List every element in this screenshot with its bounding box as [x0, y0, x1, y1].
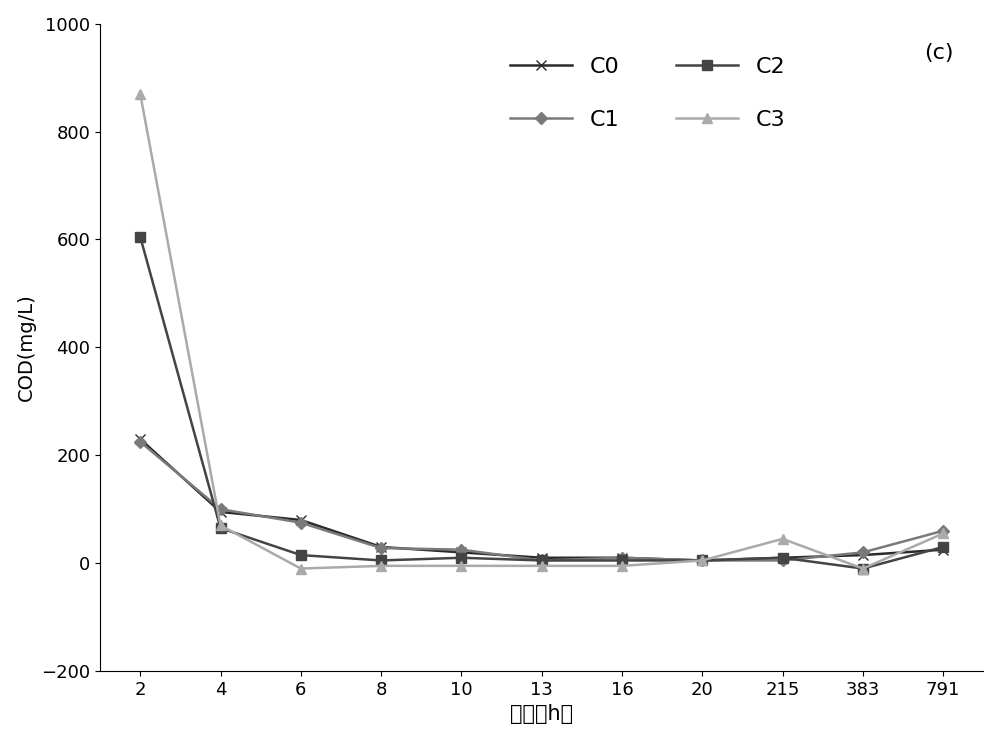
C0: [857, 551, 869, 559]
C1: [857, 548, 869, 556]
C1: [937, 526, 949, 535]
C2: [455, 554, 467, 562]
C0: [375, 542, 387, 551]
C1: [134, 437, 146, 446]
C3: [215, 521, 227, 530]
C1: [536, 556, 548, 565]
Y-axis label: COD(mg/L): COD(mg/L): [17, 293, 36, 401]
C2: [616, 556, 628, 565]
C0: [295, 516, 307, 525]
Legend: C0, C1, C2, C3: C0, C1, C2, C3: [501, 47, 794, 139]
C0: [536, 554, 548, 562]
C2: [536, 556, 548, 565]
C0: [777, 554, 789, 562]
Line: C2: C2: [135, 232, 948, 574]
C3: [696, 556, 708, 565]
C2: [696, 556, 708, 565]
C3: [455, 562, 467, 571]
C2: [937, 542, 949, 551]
C2: [134, 233, 146, 242]
C3: [536, 562, 548, 571]
C1: [215, 505, 227, 514]
C3: [134, 90, 146, 99]
C3: [937, 529, 949, 538]
C3: [777, 534, 789, 543]
C0: [215, 508, 227, 516]
C3: [857, 564, 869, 573]
C1: [777, 556, 789, 565]
C2: [857, 564, 869, 573]
Line: C1: C1: [136, 438, 947, 565]
X-axis label: 时间（h）: 时间（h）: [510, 705, 573, 725]
C0: [455, 548, 467, 556]
C3: [375, 562, 387, 571]
C1: [375, 544, 387, 553]
C1: [696, 556, 708, 565]
C0: [616, 554, 628, 562]
C3: [616, 562, 628, 571]
C2: [215, 524, 227, 533]
C2: [777, 554, 789, 562]
C0: [937, 545, 949, 554]
Text: (c): (c): [924, 43, 954, 63]
C1: [455, 545, 467, 554]
C2: [375, 556, 387, 565]
C2: [295, 551, 307, 559]
Line: C0: C0: [135, 434, 948, 565]
Line: C3: C3: [135, 89, 948, 574]
C3: [295, 564, 307, 573]
C0: [696, 556, 708, 565]
C0: [134, 435, 146, 444]
C1: [295, 518, 307, 527]
C1: [616, 554, 628, 562]
